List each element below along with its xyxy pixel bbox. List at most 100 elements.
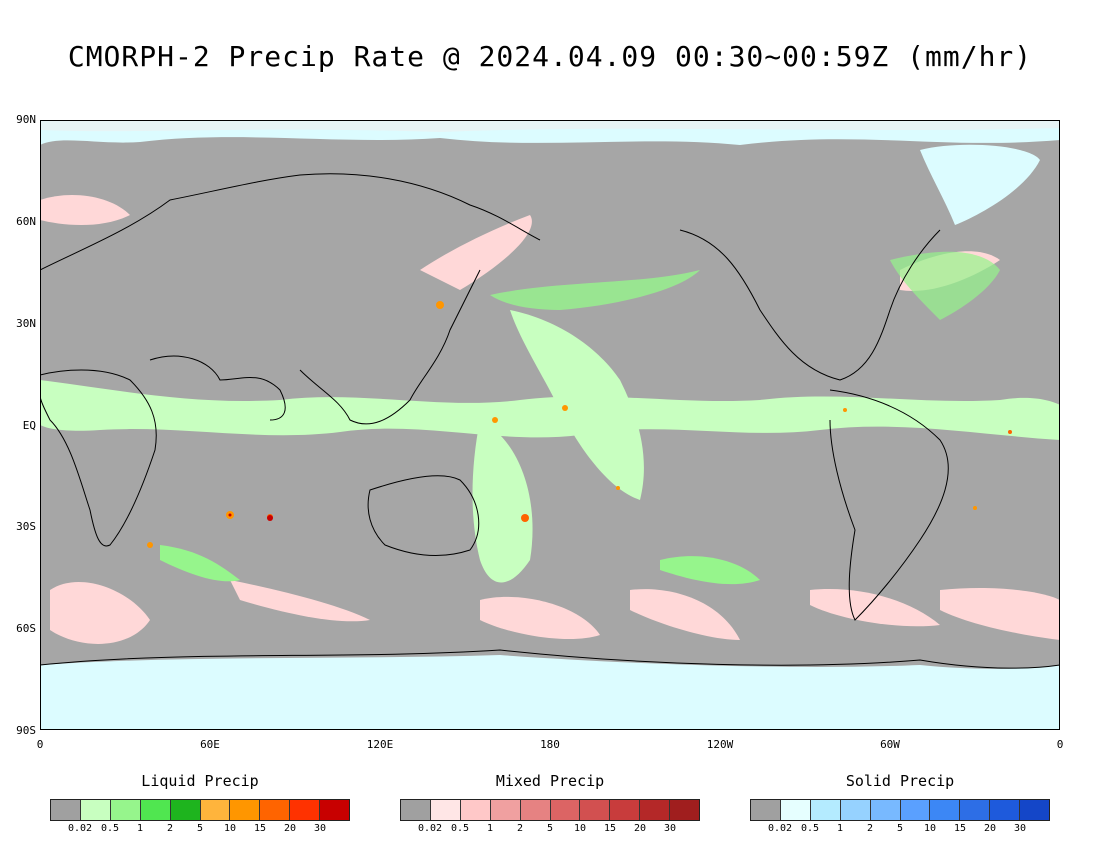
arctic-ice xyxy=(40,120,1060,132)
heavy-precip-cell xyxy=(616,486,620,490)
heavy-precip-cell xyxy=(1008,430,1012,434)
legend-tick-label: 30 xyxy=(313,823,327,834)
lon-label-180: 180 xyxy=(540,738,560,751)
legend-tick-label: 15 xyxy=(603,823,617,834)
legend-color-bar xyxy=(50,799,350,821)
heavy-precip-cell xyxy=(267,515,273,521)
legend-tick-label: 5 xyxy=(896,823,904,834)
antarctic-solid-band xyxy=(40,655,1060,730)
lon-label-0: 0 xyxy=(36,738,44,751)
greenland-solid-precip xyxy=(920,144,1040,225)
map-frame xyxy=(40,120,1060,730)
legend-swatch xyxy=(580,800,611,820)
legend-swatch xyxy=(840,800,871,820)
mixed-precip-area xyxy=(40,195,130,225)
mixed-precip-area xyxy=(230,580,370,622)
liquid-precip-legend: Liquid Precip 0.02 0.5 1 2 5 10 15 20 30 xyxy=(50,772,350,835)
legend-swatch xyxy=(460,800,491,820)
legend-swatch xyxy=(900,800,931,820)
legend-tick-label: 20 xyxy=(283,823,297,834)
legend-swatch xyxy=(51,800,81,820)
liquid-precip-area xyxy=(510,310,644,500)
legend-swatch xyxy=(320,800,350,820)
lat-label-eq: EQ xyxy=(22,419,36,432)
lat-label-90n: 90N xyxy=(16,113,36,126)
legend-tick-label: 5 xyxy=(546,823,554,834)
legend-ticks: 0.02 0.5 1 2 5 10 15 20 30 xyxy=(750,821,1050,835)
lat-label-90s: 90S xyxy=(16,724,36,737)
legend-swatch xyxy=(230,800,261,820)
legend-swatch xyxy=(290,800,321,820)
heavy-precip-cell xyxy=(228,513,232,517)
legend-tick-label: 2 xyxy=(166,823,174,834)
mixed-precip-area xyxy=(50,581,150,644)
legend-swatch xyxy=(200,800,231,820)
legend-swatch xyxy=(140,800,171,820)
legend-tick-label: 2 xyxy=(866,823,874,834)
legend-tick-label: 0.5 xyxy=(100,823,120,834)
legend-tick-label: 10 xyxy=(923,823,937,834)
lon-label-0-east: 0 xyxy=(1056,738,1064,751)
legend-tick-label: 1 xyxy=(836,823,844,834)
mixed-precip-area xyxy=(420,215,532,290)
legend-title: Liquid Precip xyxy=(141,772,259,790)
legend-tick-label: 20 xyxy=(633,823,647,834)
lat-label-30s: 30S xyxy=(16,520,36,533)
legend-swatch xyxy=(1020,800,1050,820)
lat-label-60s: 60S xyxy=(16,622,36,635)
heavy-precip-cell xyxy=(843,408,847,412)
legend-color-bar xyxy=(400,799,700,821)
lat-label-60n: 60N xyxy=(16,215,36,228)
legend-tick-label: 20 xyxy=(983,823,997,834)
precip-map xyxy=(40,120,1060,730)
legend-swatch xyxy=(110,800,141,820)
solid-precip-legend: Solid Precip 0.02 0.5 1 2 5 10 15 20 30 xyxy=(750,772,1050,835)
legend-swatch xyxy=(751,800,781,820)
legend-swatch xyxy=(490,800,521,820)
heavy-precip-cell xyxy=(147,542,153,548)
legend-tick-label: 30 xyxy=(1013,823,1027,834)
legend-swatch xyxy=(170,800,201,820)
mixed-precip-legend: Mixed Precip 0.02 0.5 1 2 5 10 15 20 30 xyxy=(400,772,700,835)
liquid-precip-front xyxy=(160,545,240,582)
liquid-precip-itcz xyxy=(40,380,1060,440)
heavy-precip-cell xyxy=(973,506,977,510)
legend-tick-label: 0.02 xyxy=(767,823,793,834)
legend-swatch xyxy=(430,800,461,820)
lon-label-120w: 120W xyxy=(706,738,734,751)
legend-swatch xyxy=(780,800,811,820)
legend-swatch xyxy=(990,800,1021,820)
heavy-precip-cell xyxy=(436,301,444,309)
liquid-precip-front xyxy=(890,251,1000,320)
legend-tick-label: 0.5 xyxy=(800,823,820,834)
mixed-precip-area xyxy=(630,589,740,640)
legend-ticks: 0.02 0.5 1 2 5 10 15 20 30 xyxy=(50,821,350,835)
legend-ticks: 0.02 0.5 1 2 5 10 15 20 30 xyxy=(400,821,700,835)
legend-swatch xyxy=(550,800,581,820)
mixed-precip-area xyxy=(480,596,600,640)
legend-tick-label: 5 xyxy=(196,823,204,834)
legend-tick-label: 10 xyxy=(573,823,587,834)
mixed-precip-area xyxy=(810,589,940,627)
heavy-precip-cell xyxy=(562,405,568,411)
legend-tick-label: 30 xyxy=(663,823,677,834)
precip-map-canvas xyxy=(40,120,1060,730)
legend-swatch xyxy=(520,800,551,820)
legend-swatch xyxy=(610,800,641,820)
legend-swatch xyxy=(670,800,700,820)
legend-swatch xyxy=(260,800,291,820)
lon-label-60w: 60W xyxy=(880,738,900,751)
legend-tick-label: 2 xyxy=(516,823,524,834)
legend-swatch xyxy=(870,800,901,820)
legend-title: Solid Precip xyxy=(845,772,955,790)
coastlines xyxy=(40,173,1060,669)
liquid-precip-front xyxy=(490,270,700,310)
legend-swatch xyxy=(80,800,111,820)
legend-swatch xyxy=(930,800,961,820)
heavy-precip-cell xyxy=(521,514,529,522)
legend-swatch xyxy=(810,800,841,820)
legend-swatch xyxy=(640,800,671,820)
page-title: CMORPH-2 Precip Rate @ 2024.04.09 00:30~… xyxy=(67,40,1033,73)
legend-color-bar xyxy=(750,799,1050,821)
mixed-precip-area xyxy=(940,588,1060,640)
